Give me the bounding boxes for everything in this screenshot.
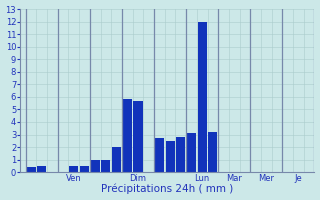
Bar — [37, 166, 46, 172]
Bar — [208, 132, 217, 172]
Bar — [165, 141, 175, 172]
Bar — [69, 166, 78, 172]
Bar — [101, 160, 110, 172]
Bar — [176, 137, 185, 172]
Bar — [133, 101, 142, 172]
Bar — [155, 138, 164, 172]
Bar — [187, 133, 196, 172]
Bar — [123, 99, 132, 172]
Bar — [27, 167, 36, 172]
Bar — [198, 22, 207, 172]
Bar — [112, 147, 121, 172]
Bar — [91, 160, 100, 172]
Bar — [80, 166, 89, 172]
X-axis label: Précipitations 24h ( mm ): Précipitations 24h ( mm ) — [101, 184, 234, 194]
